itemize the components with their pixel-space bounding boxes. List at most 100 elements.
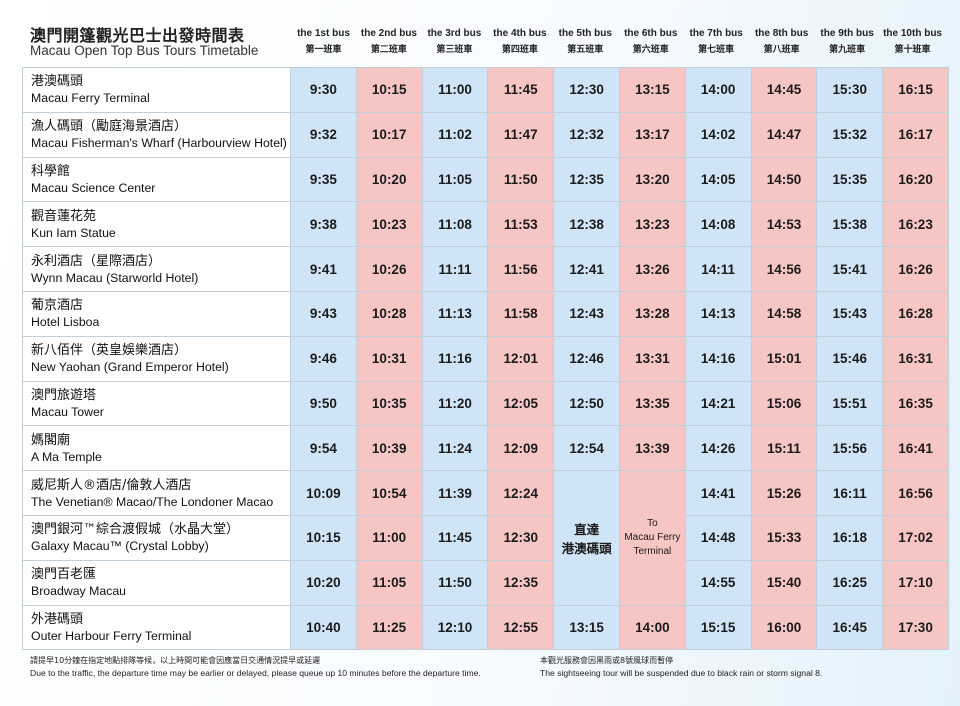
time-cell: 12:54 (553, 425, 620, 472)
time-cell: 14:08 (684, 201, 752, 248)
time-cell: 16:35 (882, 380, 949, 427)
time-cell: 14:55 (684, 559, 752, 606)
time-cell: 11:20 (421, 380, 489, 427)
time-cell: 9:54 (290, 425, 357, 472)
time-cell: 15:01 (750, 335, 818, 382)
stop-name-zh: 澳門旅遊塔 (31, 387, 97, 403)
time-cell: 11:11 (421, 246, 489, 292)
time-cell: 16:00 (750, 604, 818, 651)
time-cell: 11:24 (421, 425, 489, 472)
stop-name-zh: 觀音蓮花苑 (31, 208, 97, 224)
bus-header: the 9th bus 第九班車 (815, 26, 880, 58)
time-cell: 10:15 (355, 67, 423, 113)
stop-name-en: Macau Tower (31, 404, 104, 419)
time-cell: 15:06 (750, 380, 818, 427)
time-cell: 12:24 (487, 470, 555, 516)
bus-header-en: the 1st bus (297, 28, 350, 39)
time-cell: 16:11 (816, 470, 884, 516)
time-cell: 11:45 (487, 67, 555, 113)
time-cell: 11:47 (487, 111, 555, 158)
time-cell: 11:39 (421, 470, 489, 516)
bus-header-en: the 8th bus (754, 28, 809, 39)
bus-header-zh: 第四班車 (501, 45, 538, 55)
time-cell: 12:41 (553, 246, 620, 292)
stop-name-en: A Ma Temple (31, 449, 102, 464)
time-cell: 14:05 (684, 156, 752, 203)
time-cell: 11:56 (487, 246, 555, 292)
time-cell: 16:31 (882, 335, 949, 382)
direct-note-line: 直達 (574, 521, 600, 537)
time-cell: 13:31 (618, 335, 686, 382)
bus-header-zh: 第七班車 (698, 45, 735, 55)
stop-name-cell: 觀音蓮花苑 Kun Iam Statue (22, 201, 291, 248)
stop-name-en: Broadway Macau (31, 584, 127, 599)
time-cell: 12:35 (553, 156, 620, 203)
time-cell: 10:09 (290, 470, 357, 516)
table-row: 觀音蓮花苑 Kun Iam Statue 9:38 10:23 11:08 11:53 12… (22, 201, 949, 248)
stop-name-zh: 葡京酒店 (31, 298, 84, 314)
time-cell: 10:26 (355, 246, 423, 292)
stop-name-zh: 澳門百老匯 (31, 567, 97, 583)
time-cell: 11:53 (487, 201, 555, 248)
stop-name-en: The Venetian® Macao/The Londoner Macao (31, 494, 274, 509)
time-cell: 10:40 (290, 604, 357, 651)
stop-name-cell: 威尼斯人®酒店/倫敦人酒店 The Venetian® Macao/The Lon… (22, 470, 291, 516)
direct-note-line: Macau Ferry (624, 531, 681, 543)
bus-header: the 2nd bus 第二班車 (356, 26, 421, 58)
time-cell: 12:43 (553, 290, 620, 337)
bus-header-zh: 第八班車 (763, 45, 800, 55)
time-cell: 9:32 (290, 111, 357, 158)
time-cell: 15:41 (816, 246, 884, 292)
time-cell: 14:21 (684, 380, 752, 427)
table-row: 媽閣廟 A Ma Temple 9:54 10:39 11:24 12:09 12:54 13… (22, 425, 949, 472)
stop-name-zh: 媽閣廟 (31, 432, 71, 448)
time-cell: 9:30 (290, 67, 357, 113)
stop-name-cell: 媽閣廟 A Ma Temple (22, 425, 291, 472)
time-cell: 12:50 (553, 380, 620, 427)
time-cell: 13:39 (618, 425, 686, 472)
direct-to-ferry-note-zh: 直達 港澳碼頭 (553, 470, 620, 606)
time-cell: 11:05 (355, 559, 423, 606)
bus-header-zh: 第二班車 (370, 45, 407, 55)
time-cell: 14:56 (750, 246, 818, 292)
time-cell: 17:10 (882, 559, 949, 606)
table-row: 新八佰伴（英皇娛樂酒店） New Yaohan (Grand Emperor Ho… (22, 335, 949, 382)
time-cell: 10:35 (355, 380, 423, 427)
time-cell: 12:38 (553, 201, 620, 248)
time-cell: 15:15 (684, 604, 752, 651)
time-cell: 11:50 (421, 559, 489, 606)
time-cell: 12:30 (487, 514, 555, 561)
bus-header-en: the 9th bus (820, 28, 874, 39)
time-cell: 15:56 (816, 425, 884, 472)
timetable: 港澳碼頭 Macau Ferry Terminal 9:30 10:15 11:00 11… (22, 67, 949, 651)
bus-header-zh: 第九班車 (829, 45, 866, 55)
time-cell: 10:31 (355, 335, 423, 382)
direct-note-line: 港澳碼頭 (561, 540, 612, 556)
time-cell: 17:30 (882, 604, 949, 651)
footer-right-zh: 本觀光服務會因黑雨或8號風球而暫停 (540, 656, 674, 665)
table-row: 科學館 Macau Science Center 9:35 10:20 11:05 11:… (22, 156, 949, 203)
bus-header-zh: 第十班車 (894, 45, 931, 55)
stop-name-zh: 外港碼頭 (31, 611, 84, 627)
stop-name-en: Galaxy Macau™ (Crystal Lobby) (31, 539, 209, 554)
time-cell: 11:25 (355, 604, 423, 651)
time-cell: 14:16 (684, 335, 752, 382)
time-cell: 16:15 (882, 67, 949, 113)
bus-header: the 1st bus 第一班車 (291, 26, 356, 58)
bus-header-en: the 6th bus (624, 28, 678, 39)
time-cell: 10:28 (355, 290, 423, 337)
time-cell: 13:15 (553, 604, 620, 651)
time-cell: 14:41 (684, 470, 752, 516)
time-cell: 17:02 (882, 514, 949, 561)
table-row: 漁人碼頭（勵庭海景酒店） Macau Fisherman's Wharf (Har… (22, 111, 949, 158)
time-cell: 12:05 (487, 380, 555, 427)
time-cell: 13:26 (618, 246, 686, 292)
time-cell: 11:02 (421, 111, 489, 158)
time-cell: 10:23 (355, 201, 423, 248)
table-row: 澳門銀河™綜合渡假城（水晶大堂） Galaxy Macau™ (Crystal L… (22, 514, 949, 561)
stop-name-en: Hotel Lisboa (31, 315, 100, 330)
time-cell: 16:56 (882, 470, 949, 516)
stop-name-zh: 新八佰伴（英皇娛樂酒店） (31, 343, 188, 359)
time-cell: 13:23 (618, 201, 686, 248)
bus-header: the 4th bus 第四班車 (487, 26, 552, 58)
